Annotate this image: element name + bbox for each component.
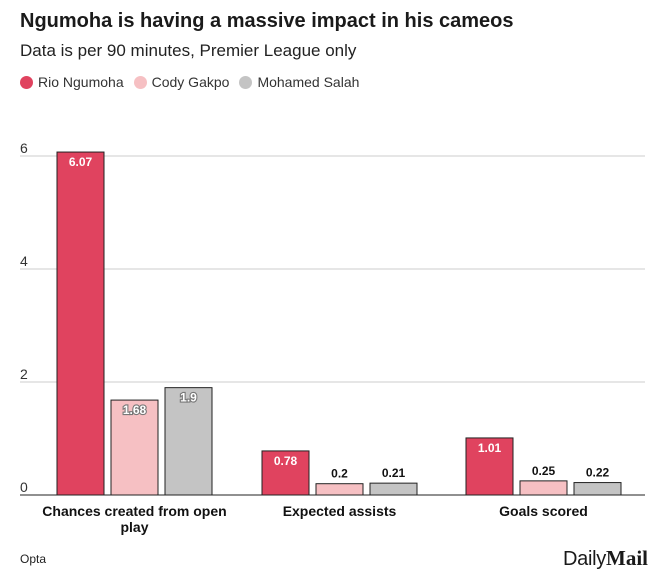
chart-title: Ngumoha is having a massive impact in hi… (20, 10, 514, 32)
chart-subtitle: Data is per 90 minutes, Premier League o… (20, 41, 357, 60)
data-label-cody-gakpo-expected-assists: 0.2 (331, 467, 348, 481)
x-tick-label-goals-scored: Goals scored (499, 503, 588, 519)
x-tick-label-chances-created-from-open-play: Chances created from open play (42, 503, 226, 535)
legend-item-rio-ngumoha: Rio Ngumoha (20, 74, 124, 90)
legend-item-mohamed-salah: Mohamed Salah (239, 74, 359, 90)
data-label-mohamed-salah-goals-scored: 0.22 (586, 466, 610, 480)
bar-rio-ngumoha-expected-assists (261, 450, 310, 496)
y-tick-label-4: 4 (20, 253, 28, 269)
bar-mohamed-salah-chances-created-from-open-play (164, 387, 213, 496)
source-label: Opta (20, 552, 47, 566)
legend-dot-cody-gakpo (133, 75, 147, 89)
legend-dot-mohamed-salah (239, 75, 253, 89)
data-label-mohamed-salah-chances-created-from-open-play: 1.9 (180, 391, 197, 405)
bar-cody-gakpo-chances-created-from-open-play (110, 399, 159, 496)
legend-label-rio-ngumoha: Rio Ngumoha (38, 74, 124, 90)
x-tick-label-expected-assists: Expected assists (283, 503, 397, 519)
bar-mohamed-salah-goals-scored (573, 482, 622, 496)
legend-label-mohamed-salah: Mohamed Salah (257, 74, 360, 90)
data-label-rio-ngumoha-chances-created-from-open-play: 6.07 (69, 155, 93, 169)
legend-dot-rio-ngumoha (20, 75, 33, 89)
logo-text-daily: Daily (563, 548, 606, 570)
daily-mail-logo: DailyMail (563, 546, 648, 571)
bar-rio-ngumoha-goals-scored (465, 437, 514, 496)
y-tick-label-2: 2 (20, 366, 28, 382)
bar-cody-gakpo-expected-assists (315, 483, 364, 496)
bar-mohamed-salah-expected-assists (369, 482, 418, 496)
bar-rio-ngumoha-chances-created-from-open-play (56, 151, 105, 496)
data-label-rio-ngumoha-expected-assists: 0.78 (274, 454, 298, 468)
logo-text-mail: Mail (606, 546, 648, 570)
legend-item-cody-gakpo: Cody Gakpo (133, 74, 230, 90)
legend-label-cody-gakpo: Cody Gakpo (151, 74, 230, 90)
data-label-cody-gakpo-goals-scored: 0.25 (532, 464, 556, 478)
bar-cody-gakpo-goals-scored (519, 480, 568, 496)
legend: Rio Ngumoha Cody Gakpo Mohamed Salah (20, 74, 369, 90)
data-label-cody-gakpo-chances-created-from-open-play: 1.68 (123, 403, 147, 417)
y-tick-label-0: 0 (20, 479, 28, 495)
data-label-rio-ngumoha-goals-scored: 1.01 (478, 441, 502, 455)
y-tick-label-6: 6 (20, 140, 28, 156)
data-label-mohamed-salah-expected-assists: 0.21 (382, 466, 406, 480)
